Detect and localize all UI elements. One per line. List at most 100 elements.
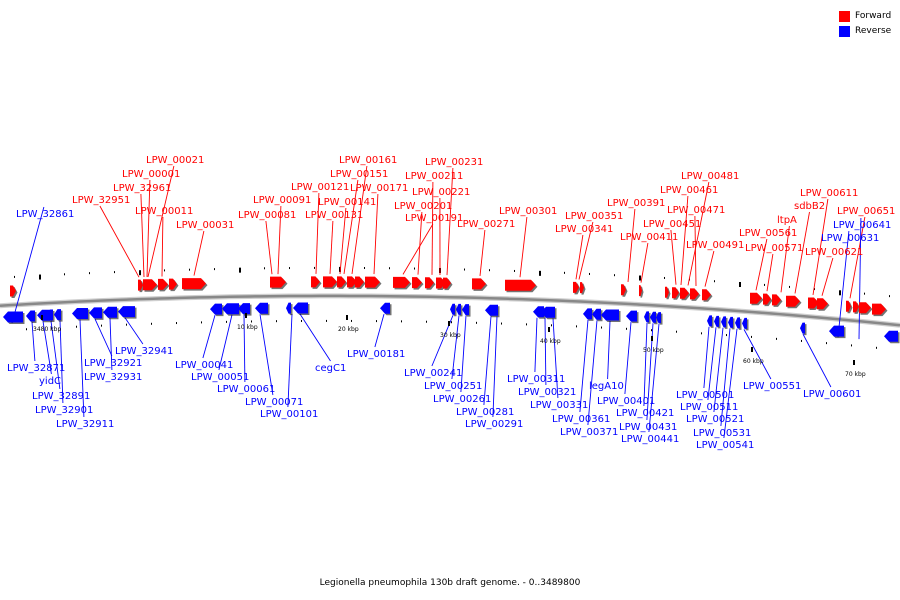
- reverse-gene-arrow: [742, 317, 747, 329]
- forward-gene-label: LPW_00481: [681, 171, 739, 182]
- reverse-gene-label: LPW_00261: [433, 394, 491, 405]
- reverse-leader-line: [11, 206, 45, 324]
- scale-tick-top: [64, 273, 65, 276]
- forward-gene-arrow: [393, 276, 410, 288]
- forward-gene-arrow: [472, 278, 486, 290]
- forward-gene-arrow: [425, 277, 434, 289]
- scale-tick-bottom: [626, 327, 627, 330]
- forward-leader-line: [161, 216, 164, 277]
- scale-tick-top: [389, 267, 390, 270]
- kbp-label: 50 kbp: [643, 347, 664, 354]
- scale-tick-top: [889, 295, 890, 298]
- reverse-leader-line: [59, 320, 64, 404]
- forward-gene-arrow: [10, 285, 16, 297]
- reverse-gene-label: LPW_00041: [175, 360, 233, 371]
- forward-gene-label: LPW_00161: [339, 155, 397, 166]
- forward-leader-line: [417, 211, 423, 275]
- scale-tick-top: [364, 267, 365, 270]
- forward-gene-label: LPW_00011: [135, 206, 193, 217]
- forward-leader-line: [687, 181, 710, 286]
- ticks-layer: [14, 266, 890, 349]
- reverse-gene-label: LPW_00511: [680, 402, 738, 413]
- reverse-gene-arrow: [210, 303, 222, 315]
- reverse-gene-arrow: [800, 322, 805, 334]
- kbp-major-tick: [346, 315, 348, 320]
- scale-tick-bottom: [451, 321, 452, 324]
- reverse-leader-line: [802, 333, 832, 388]
- reverse-gene-arrow: [462, 304, 469, 316]
- forward-gene-label: LPW_00271: [457, 219, 515, 230]
- forward-leader-line: [329, 220, 334, 274]
- forward-gene-label: LPW_00451: [643, 219, 701, 230]
- forward-gene-label: LPW_00651: [837, 206, 895, 217]
- reverse-leader-line: [743, 329, 772, 380]
- forward-gene-arrow: [786, 295, 800, 307]
- scale-tick-bottom: [351, 319, 352, 322]
- forward-leader-line: [146, 179, 151, 277]
- forward-leader-line: [479, 229, 486, 276]
- forward-leader-line: [694, 215, 697, 287]
- forward-gene-label: LPW_00611: [800, 188, 858, 199]
- forward-gene-arrow: [158, 278, 168, 290]
- reverse-gene-label: LPW_00401: [597, 396, 655, 407]
- scale-tick-top: [514, 269, 515, 272]
- reverse-leader-line: [492, 316, 498, 418]
- scale-tick-bottom: [776, 337, 777, 340]
- reverse-gene-label: LPW_32871: [7, 363, 65, 374]
- scale-tick-top: [539, 270, 541, 276]
- reverse-leader-line: [579, 319, 589, 413]
- forward-gene-label: LPW_00471: [667, 205, 725, 216]
- scale-tick-top: [14, 275, 15, 278]
- reverse-gene-arrow: [26, 310, 35, 322]
- reverse-gene-label: LPW_00291: [465, 419, 523, 430]
- reverse-leader-line: [287, 314, 293, 408]
- scale-tick-top: [639, 275, 641, 281]
- reverse-gene-arrow: [644, 311, 649, 323]
- reverse-gene-label: LPW_00431: [619, 422, 677, 433]
- reverse-gene-label: LPW_00321: [518, 387, 576, 398]
- forward-leader-line: [265, 220, 273, 275]
- forward-gene-arrow: [580, 282, 584, 294]
- forward-gene-label: LPW_00491: [686, 240, 744, 251]
- reverse-gene-label: LPW_00281: [456, 407, 514, 418]
- scale-tick-top: [614, 274, 615, 277]
- scale-tick-bottom: [376, 320, 377, 323]
- genome-backbone: [0, 293, 900, 328]
- reverse-gene-label: LPW_00101: [260, 409, 318, 420]
- reverse-gene-label: LPW_00641: [833, 220, 891, 231]
- kbp-label: 20 kbp: [338, 326, 359, 333]
- forward-leader-line: [849, 216, 866, 299]
- scale-tick-bottom: [601, 326, 602, 329]
- reverse-leader-line: [552, 318, 559, 399]
- reverse-gene-arrow: [650, 311, 656, 323]
- forward-gene-arrow: [443, 277, 451, 289]
- scale-tick-bottom: [176, 322, 177, 325]
- reverse-leader-line: [50, 320, 61, 390]
- reverse-leader-line: [124, 317, 144, 345]
- scale-tick-top: [264, 267, 265, 270]
- reverse-gene-label: LPW_32921: [84, 358, 142, 369]
- forward-leader-line: [343, 179, 359, 274]
- scale-tick-bottom: [226, 320, 227, 323]
- scale-tick-bottom: [251, 320, 252, 323]
- reverse-gene-arrow: [222, 303, 239, 315]
- forward-leader-line: [680, 195, 689, 286]
- forward-gene-arrow: [690, 288, 699, 300]
- forward-leader-line: [821, 257, 834, 296]
- forward-gene-arrow: [853, 301, 859, 313]
- scale-tick-top: [489, 269, 490, 272]
- forward-gene-label: LPW_00121: [291, 182, 349, 193]
- kbp-major-tick: [245, 313, 247, 318]
- scale-tick-bottom: [576, 325, 577, 328]
- forward-gene-label: LPW_00141: [318, 197, 376, 208]
- reverse-gene-arrow: [456, 303, 461, 315]
- forward-leader-line: [627, 208, 636, 282]
- reverse-gene-arrow: [293, 302, 308, 314]
- forward-gene-label: LPW_00131: [305, 210, 363, 221]
- reverse-gene-label: LPW_32911: [56, 419, 114, 430]
- forward-gene-arrow: [337, 276, 346, 288]
- forward-gene-arrow: [323, 276, 337, 288]
- forward-gene-arrow: [412, 277, 422, 289]
- reverse-leader-line: [713, 327, 724, 413]
